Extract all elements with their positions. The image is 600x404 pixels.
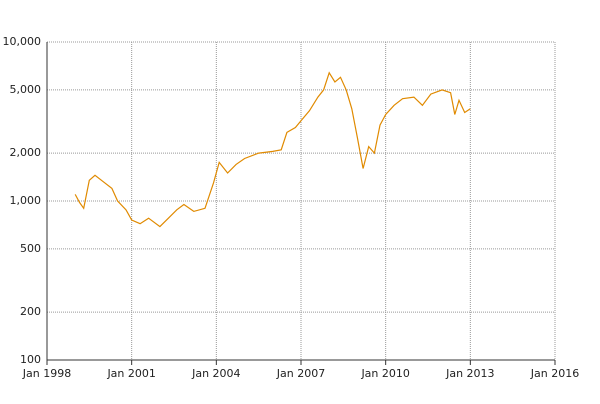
y-tick-label: 500 xyxy=(20,242,41,255)
x-tick-label: Jan 2007 xyxy=(276,367,325,380)
y-tick-label: 10,000 xyxy=(3,35,42,48)
y-tick-label: 200 xyxy=(20,305,41,318)
x-tick-label: Jan 2010 xyxy=(360,367,409,380)
x-tick-label: Jan 1998 xyxy=(22,367,71,380)
series-line xyxy=(74,71,471,228)
y-tick-label: 5,000 xyxy=(10,83,42,96)
y-tick-label: 2,000 xyxy=(10,146,42,159)
x-tick-label: Jan 2016 xyxy=(530,367,579,380)
x-tick-label: Jan 2001 xyxy=(106,367,155,380)
x-tick-label: Jan 2004 xyxy=(191,367,240,380)
y-tick-label: 1,000 xyxy=(10,194,42,207)
x-tick-label: Jan 2013 xyxy=(445,367,494,380)
y-tick-label: 100 xyxy=(20,353,41,366)
